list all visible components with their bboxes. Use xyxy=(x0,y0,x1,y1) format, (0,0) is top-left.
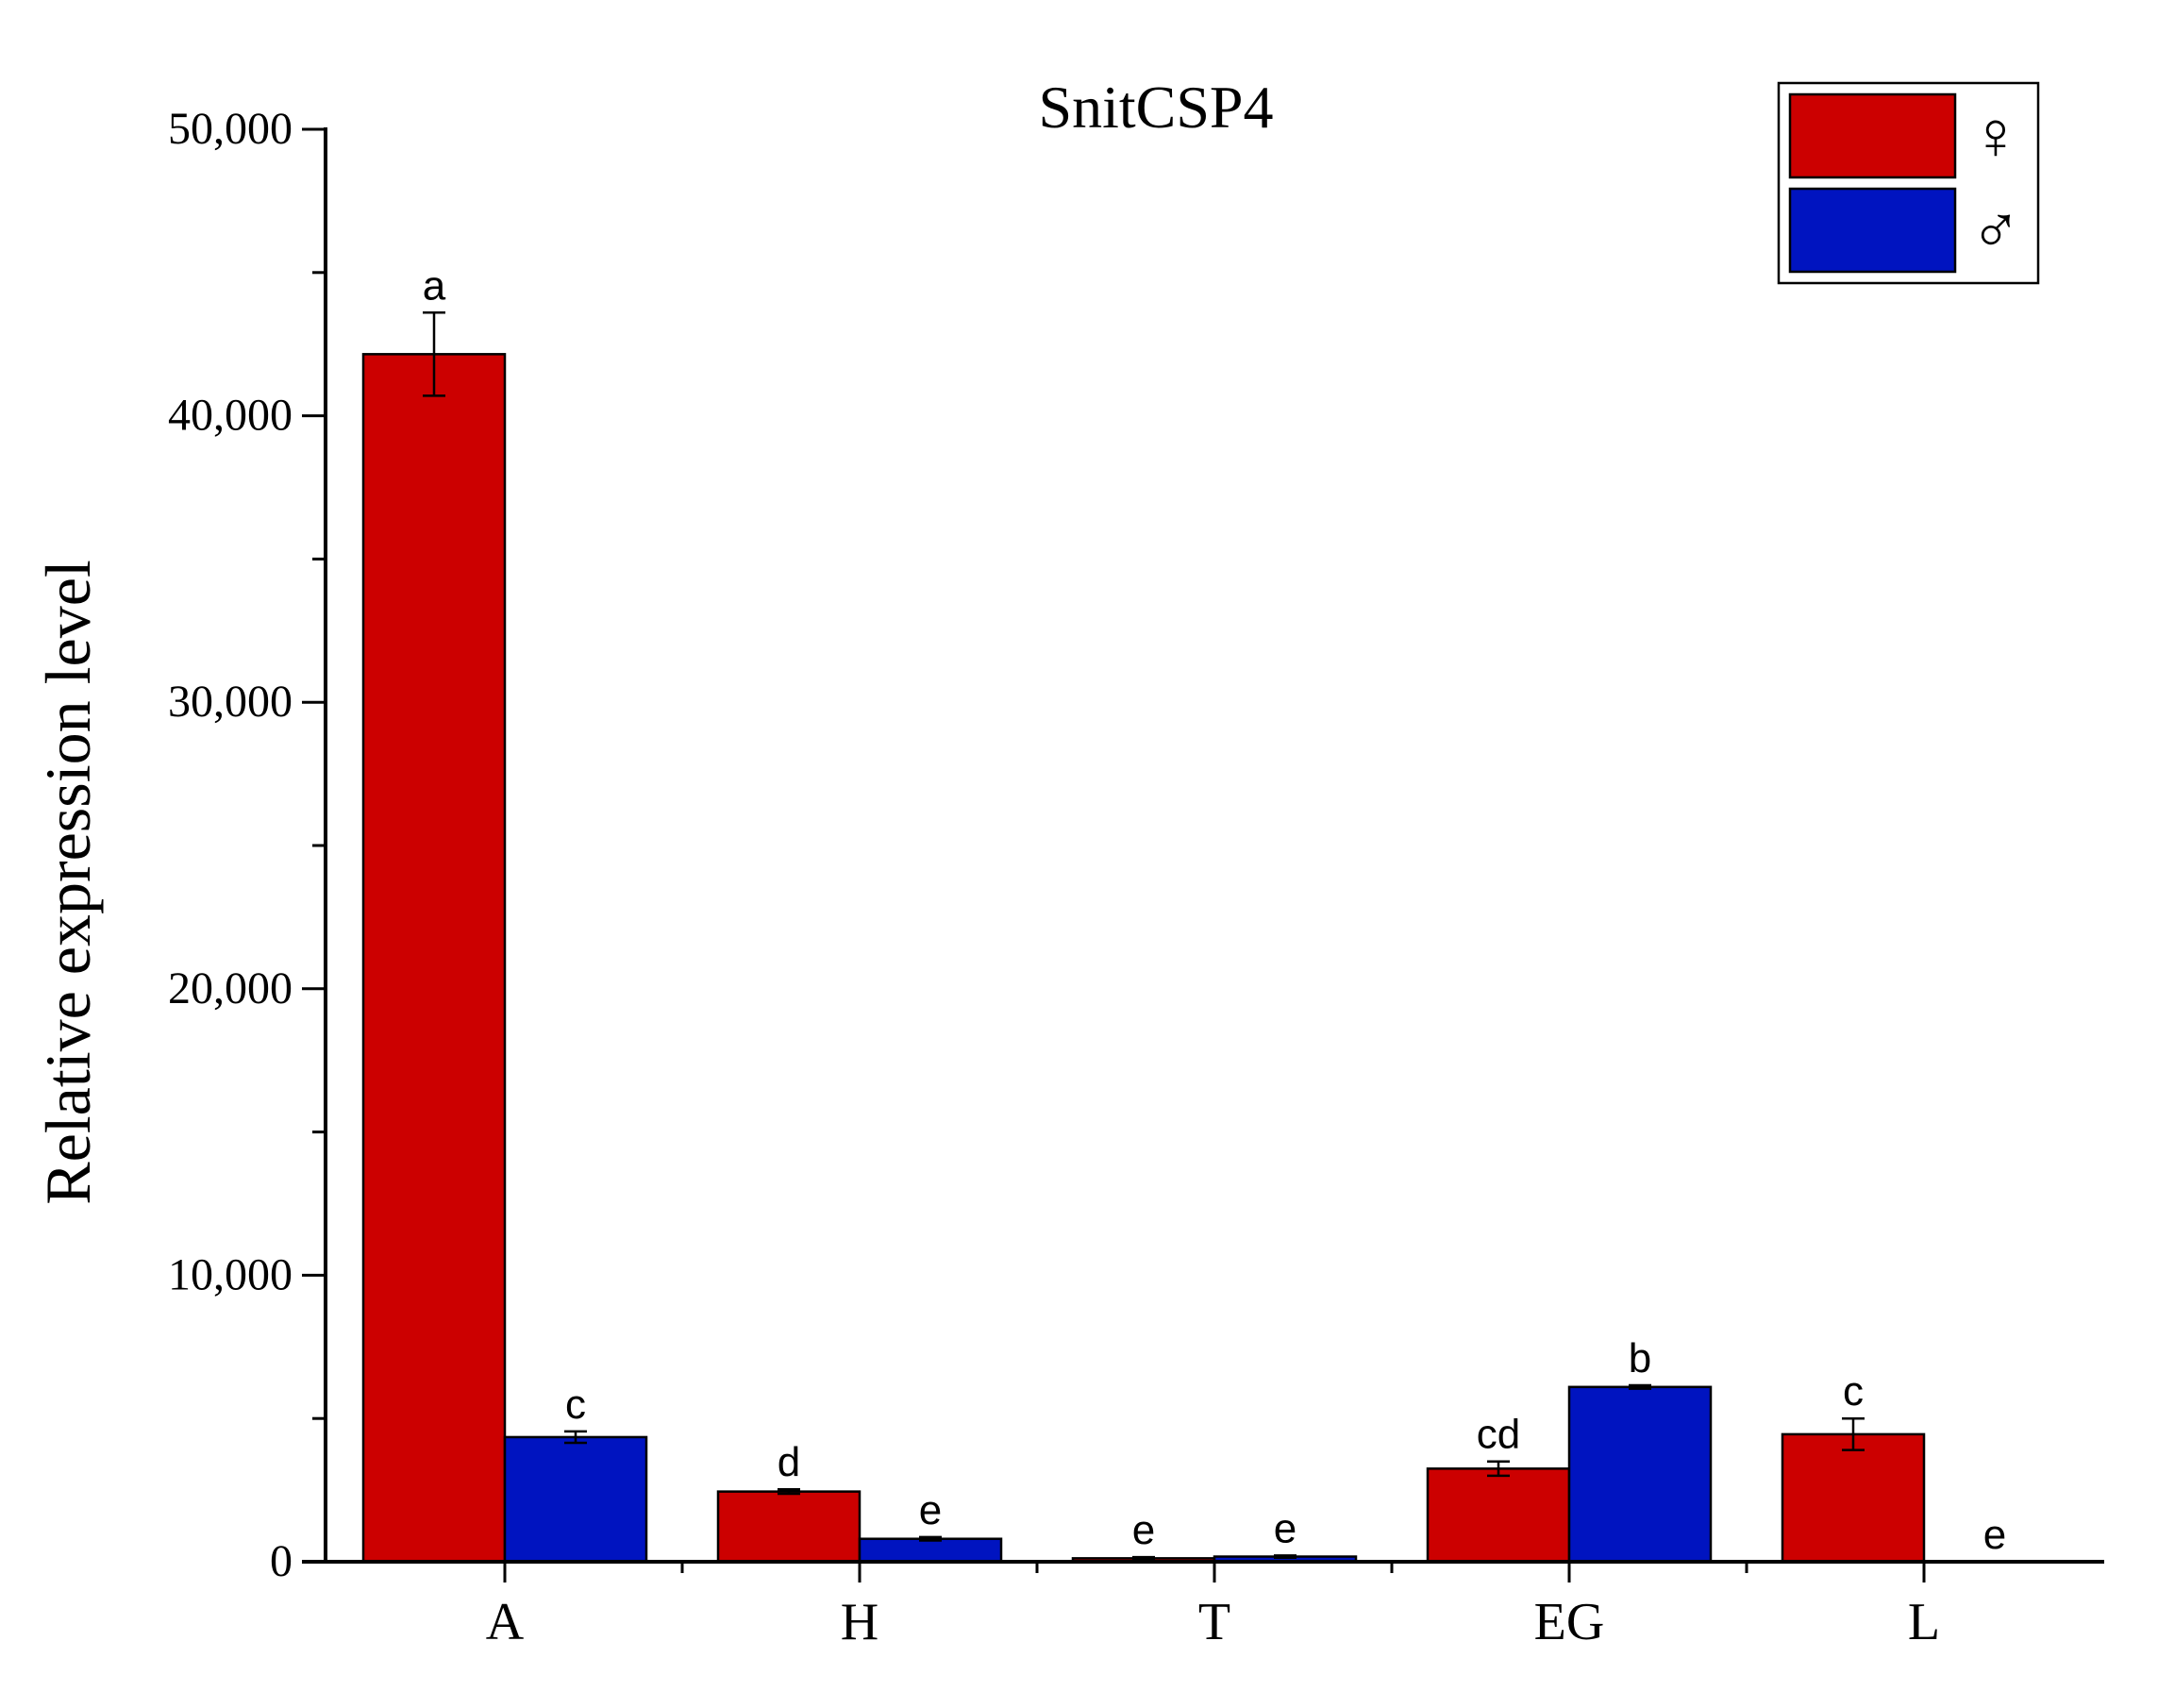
bar-h-s1 xyxy=(716,1490,862,1564)
significance-label-a-s1: a xyxy=(423,262,446,309)
y-tick-label: 20,000 xyxy=(168,963,293,1013)
significance-label-t-s2: e xyxy=(1274,1505,1296,1551)
chart-title: SnitCSP4 xyxy=(1038,74,1273,141)
y-axis-label: Relative expression level xyxy=(32,560,104,1205)
x-tick-label-t: T xyxy=(1198,1593,1230,1651)
y-tick-label: 40,000 xyxy=(168,391,293,441)
bar-h-s2 xyxy=(858,1537,1003,1564)
legend: ♀♂ xyxy=(1777,81,2040,285)
y-tick-label: 0 xyxy=(270,1536,293,1586)
x-tick-label-a: A xyxy=(486,1593,525,1651)
y-tick-label: 50,000 xyxy=(168,104,293,154)
significance-label-l-s2: e xyxy=(1983,1512,2006,1558)
x-tick-label-h: H xyxy=(841,1593,878,1651)
legend-swatch-s2 xyxy=(1788,187,1957,274)
x-tick-label-eg: EG xyxy=(1534,1593,1605,1651)
bar-eg-s2 xyxy=(1567,1385,1713,1564)
significance-label-eg-s2: b xyxy=(1629,1335,1651,1381)
legend-label-s2: ♂ xyxy=(1970,193,2021,268)
bar-l-s1 xyxy=(1781,1432,1926,1564)
significance-label-h-s1: d xyxy=(778,1439,800,1485)
y-tick-label: 10,000 xyxy=(168,1249,293,1299)
bar-a-s1 xyxy=(361,353,507,1564)
y-tick-label: 30,000 xyxy=(168,677,293,727)
significance-label-a-s2: c xyxy=(565,1381,586,1428)
x-tick-label-l: L xyxy=(1908,1593,1940,1651)
significance-label-eg-s1: cd xyxy=(1477,1412,1520,1458)
bar-eg-s1 xyxy=(1426,1467,1571,1564)
significance-label-h-s2: e xyxy=(919,1487,942,1533)
bar-a-s2 xyxy=(503,1435,648,1564)
significance-label-t-s1: e xyxy=(1132,1507,1155,1553)
legend-swatch-s1 xyxy=(1788,92,1957,179)
significance-label-l-s1: c xyxy=(1843,1368,1864,1415)
legend-label-s1: ♀ xyxy=(1970,98,2021,174)
